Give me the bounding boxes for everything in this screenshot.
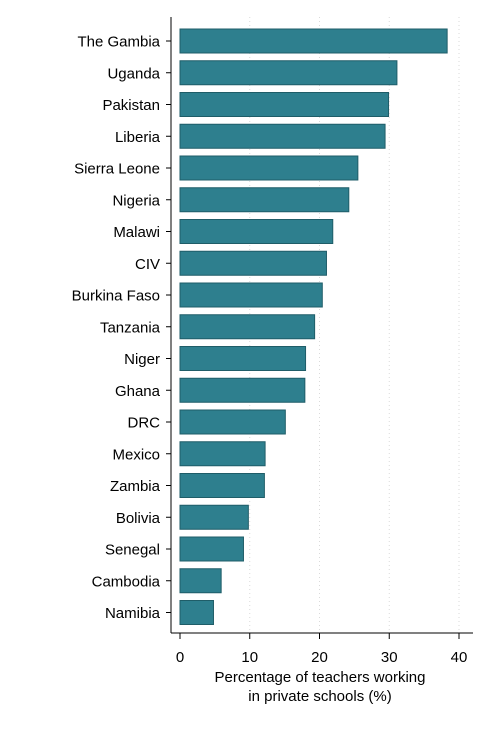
category-label-sierra-leone: Sierra Leone <box>74 161 160 178</box>
bar-bolivia <box>179 504 249 530</box>
bar-ghana <box>179 377 306 403</box>
category-label-ghana: Ghana <box>115 383 161 400</box>
bar-niger <box>179 346 307 371</box>
x-tick-label-3: 30 <box>381 649 398 666</box>
bar-cambodia <box>179 568 222 594</box>
axes <box>166 17 473 639</box>
x-axis-title-line-2: in private schools (%) <box>248 688 391 705</box>
x-tick-label-4: 40 <box>451 649 468 666</box>
category-label-bolivia: Bolivia <box>116 510 161 527</box>
category-label-liberia: Liberia <box>115 129 161 146</box>
category-label-zambia: Zambia <box>110 478 161 495</box>
x-tick-labels: 0 10 20 30 40 <box>176 649 468 666</box>
x-tick-label-1: 10 <box>241 649 258 666</box>
bar-namibia <box>179 600 214 625</box>
category-label-uganda: Uganda <box>107 65 160 82</box>
category-label-the-gambia: The Gambia <box>77 34 160 51</box>
bar-tanzania <box>179 314 316 340</box>
category-label-namibia: Namibia <box>105 605 161 622</box>
category-label-malawi: Malawi <box>113 224 160 241</box>
x-tick-label-0: 0 <box>176 649 184 666</box>
category-label-senegal: Senegal <box>105 542 160 559</box>
bars <box>179 28 448 625</box>
bar-liberia <box>179 123 386 149</box>
bar-zambia <box>179 473 265 498</box>
bar-drc <box>179 409 286 435</box>
bar-malawi <box>179 219 334 244</box>
bar-burkina-faso <box>179 282 323 308</box>
category-label-niger: Niger <box>124 351 160 368</box>
category-labels: The Gambia Uganda Pakistan Liberia Sierra Le… <box>72 34 161 623</box>
x-tick-label-2: 20 <box>311 649 328 666</box>
x-axis-title-line-1: Percentage of teachers working <box>215 669 426 686</box>
category-label-civ: CIV <box>135 256 160 273</box>
bar-nigeria <box>179 187 350 213</box>
category-label-tanzania: Tanzania <box>100 319 161 336</box>
category-label-burkina-faso: Burkina Faso <box>72 288 160 305</box>
category-label-nigeria: Nigeria <box>112 192 160 209</box>
category-label-pakistan: Pakistan <box>102 97 160 114</box>
bar-senegal <box>179 536 244 562</box>
category-label-mexico: Mexico <box>112 446 160 463</box>
bar-pakistan <box>179 92 390 117</box>
category-label-cambodia: Cambodia <box>92 573 161 590</box>
category-label-drc: DRC <box>128 415 161 432</box>
bar-uganda <box>179 60 398 86</box>
bar-the-gambia <box>179 28 448 54</box>
bar-mexico <box>179 441 266 467</box>
bar-civ <box>179 250 327 276</box>
bar-sierra-leone <box>179 155 359 181</box>
